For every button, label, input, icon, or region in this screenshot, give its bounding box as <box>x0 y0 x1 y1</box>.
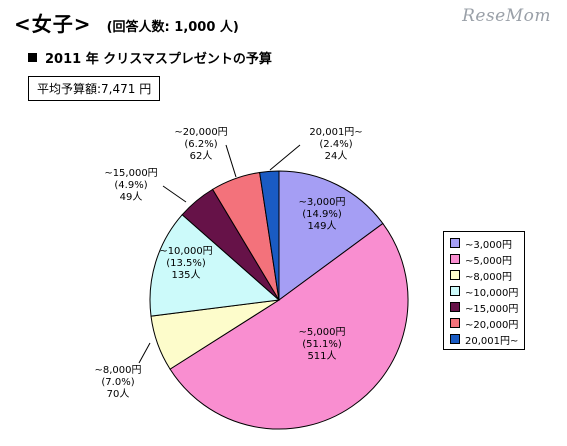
legend-label: ~15,000円 <box>465 303 519 315</box>
legend-item: ~3,000円 <box>450 235 518 251</box>
pie-slice <box>169 222 409 430</box>
section-title: <女子> <box>14 12 92 36</box>
legend-label: ~20,000円 <box>465 319 519 331</box>
slice-label-percent-label: (7.0%) <box>101 377 135 388</box>
slice-label-count-label: 62人 <box>189 151 213 162</box>
slice-label-percent-label: (2.4%) <box>319 139 353 150</box>
slice-label: ~10,000円 (13.5%) 135人 <box>159 246 212 282</box>
slice-label-label: ~10,000円 <box>159 246 213 257</box>
slice-label-count-label: 70人 <box>106 389 130 400</box>
slice-label-percent-label: (4.9%) <box>114 180 148 191</box>
legend-item: ~8,000円 <box>450 267 518 283</box>
leader-line <box>269 144 301 171</box>
average-budget-box: 平均予算額:7,471 円 <box>28 76 161 101</box>
leader-line <box>162 185 187 203</box>
slice-label-percent-label: (6.2%) <box>184 139 218 150</box>
leader-line <box>225 144 237 178</box>
legend-item: 20,001円~ <box>450 331 518 347</box>
legend-swatch <box>450 238 460 248</box>
slice-label-count-label: 511人 <box>307 351 337 362</box>
slice-label-count-label: 149人 <box>307 221 337 232</box>
legend-swatch <box>450 334 460 344</box>
legend-swatch <box>450 286 460 296</box>
chart-title: 2011 年 クリスマスプレゼントの予算 <box>28 48 272 67</box>
legend-label: ~8,000円 <box>465 271 513 283</box>
slice-label-label: ~5,000円 <box>298 327 346 338</box>
slice-label-percent-label: (51.1%) <box>302 339 342 350</box>
legend-swatch <box>450 270 460 280</box>
slice-label-count-label: 49人 <box>119 192 143 203</box>
slice-label-count-label: 24人 <box>324 151 348 162</box>
slice-label-count-label: 135人 <box>171 270 201 281</box>
legend-swatch <box>450 318 460 328</box>
slice-label-label: 20,001円~ <box>309 127 363 138</box>
watermark-logo: ReseMom <box>462 6 551 26</box>
legend-label: ~3,000円 <box>465 239 513 251</box>
legend-swatch <box>450 302 460 312</box>
slice-label-label: ~15,000円 <box>104 168 158 179</box>
slice-label-label: ~3,000円 <box>298 197 346 208</box>
legend-item: ~10,000円 <box>450 283 518 299</box>
slice-label: ~3,000円 (14.9%) 149人 <box>298 197 345 233</box>
respondent-count: (回答人数: 1,000 人) <box>106 20 239 35</box>
bullet-square-icon <box>28 53 37 62</box>
legend-item: ~5,000円 <box>450 251 518 267</box>
chart-title-text: 2011 年 クリスマスプレゼントの予算 <box>45 52 272 67</box>
pie-slice <box>278 170 384 301</box>
legend-label: ~10,000円 <box>465 287 519 299</box>
chart-legend: ~3,000円 ~5,000円 ~8,000円 ~10,000円 ~15,000円 ~20… <box>443 231 526 350</box>
slice-label: ~5,000円 (51.1%) 511人 <box>298 327 345 363</box>
pie-slice <box>259 170 280 301</box>
page-header: <女子> (回答人数: 1,000 人) <box>14 8 239 37</box>
slice-label: 20,001円~ (2.4%) 24人 <box>309 127 362 163</box>
legend-label: 20,001円~ <box>465 335 519 347</box>
legend-label: ~5,000円 <box>465 255 513 267</box>
slice-label-percent-label: (14.9%) <box>302 209 342 220</box>
slice-label-percent-label: (13.5%) <box>166 258 206 269</box>
slice-label: ~15,000円 (4.9%) 49人 <box>104 168 157 204</box>
pie-slice <box>149 213 281 317</box>
slice-label-label: ~8,000円 <box>94 365 142 376</box>
leader-line <box>138 342 151 364</box>
legend-item: ~15,000円 <box>450 299 518 315</box>
legend-item: ~20,000円 <box>450 315 518 331</box>
legend-swatch <box>450 254 460 264</box>
slice-label: ~8,000円 (7.0%) 70人 <box>94 365 141 401</box>
slice-label: ~20,000円 (6.2%) 62人 <box>174 127 227 163</box>
slice-label-label: ~20,000円 <box>174 127 228 138</box>
